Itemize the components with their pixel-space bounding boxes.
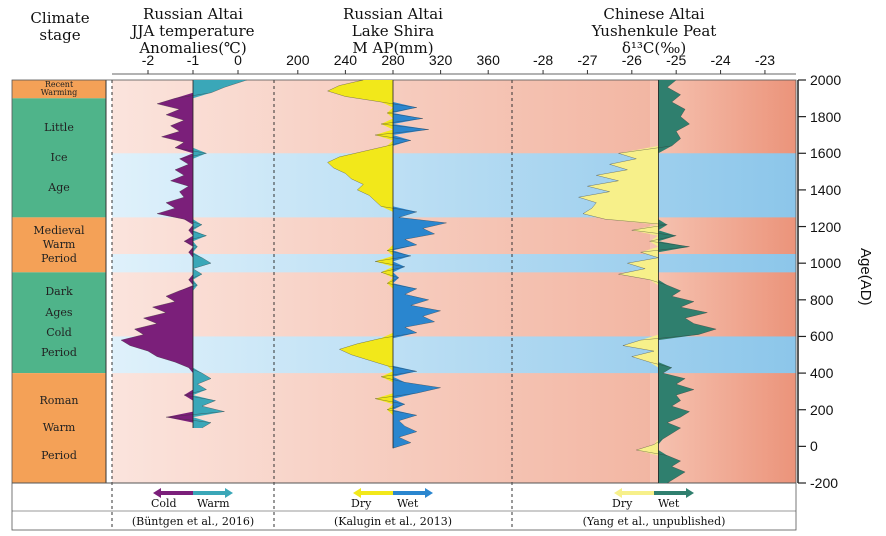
age-tick-label: 1200 [810, 219, 841, 235]
panel-title: Russian Altai [274, 6, 512, 22]
panel-title: δ¹³C(‰) [512, 40, 796, 56]
age-tick-label: -200 [810, 475, 838, 491]
stage-label: Warm [12, 238, 106, 251]
stage-label: Ages [12, 306, 106, 319]
age-axis-label: Age(AD) [857, 248, 874, 306]
top-tick-label: -1 [187, 52, 199, 68]
legend-label-right: Warm [197, 497, 230, 510]
top-tick-label: -25 [666, 52, 686, 68]
source-citation: (Kalugin et al., 2013) [274, 515, 512, 528]
top-tick-label: -23 [755, 52, 775, 68]
top-tick-label: 0 [234, 52, 242, 68]
stage-label: Period [12, 346, 106, 359]
top-tick-label: 200 [286, 52, 309, 68]
legend-label-right: Wet [658, 497, 679, 510]
age-tick-label: 200 [810, 402, 833, 418]
age-tick-label: 400 [810, 365, 833, 381]
stage-label: Medieval [12, 224, 106, 237]
age-tick-label: 1800 [810, 109, 841, 125]
top-tick-label: -26 [622, 52, 642, 68]
age-tick-label: 800 [810, 292, 833, 308]
stage-label: Dark [12, 285, 106, 298]
top-tick-label: -2 [142, 52, 154, 68]
cold-band [112, 153, 796, 217]
age-tick-label: 1600 [810, 145, 841, 161]
legend-label-left: Cold [151, 497, 177, 510]
panel-title: Lake Shira [274, 23, 512, 39]
panel-title: Russian Altai [112, 6, 274, 22]
stage-label: Age [12, 181, 106, 194]
top-tick-label: 320 [429, 52, 452, 68]
legend-label-left: Dry [351, 497, 371, 510]
stage-label: Warming [12, 89, 106, 97]
stage-label: Warm [12, 421, 106, 434]
stage-label: Cold [12, 326, 106, 339]
age-tick-label: 1000 [810, 255, 841, 271]
cold-band [112, 336, 796, 373]
panel-title: JJA temperature [112, 23, 274, 39]
stage-label: Little [12, 121, 106, 134]
stage-label: Period [12, 449, 106, 462]
climate-stage-header: stage [18, 27, 102, 43]
top-tick-label: 360 [477, 52, 500, 68]
stage-label: Period [12, 252, 106, 265]
panel-title: Chinese Altai [512, 6, 796, 22]
panel-title: Yushenkule Peat [512, 23, 796, 39]
age-tick-label: 0 [810, 438, 818, 454]
top-tick-label: 240 [334, 52, 357, 68]
cold-band [112, 254, 796, 272]
stage-label: Roman [12, 394, 106, 407]
climate-stage-header: Climate [18, 10, 102, 26]
top-tick-label: -28 [533, 52, 553, 68]
legend-label-right: Wet [397, 497, 418, 510]
stage-label: Ice [12, 151, 106, 164]
age-tick-label: 2000 [810, 72, 841, 88]
legend-label-left: Dry [612, 497, 632, 510]
age-tick-label: 1400 [810, 182, 841, 198]
source-citation: (Büntgen et al., 2016) [112, 515, 274, 528]
age-tick-label: 600 [810, 328, 833, 344]
top-tick-label: -24 [710, 52, 730, 68]
top-tick-label: 280 [381, 52, 404, 68]
source-citation: (Yang et al., unpublished) [512, 515, 796, 528]
top-tick-label: -27 [577, 52, 597, 68]
